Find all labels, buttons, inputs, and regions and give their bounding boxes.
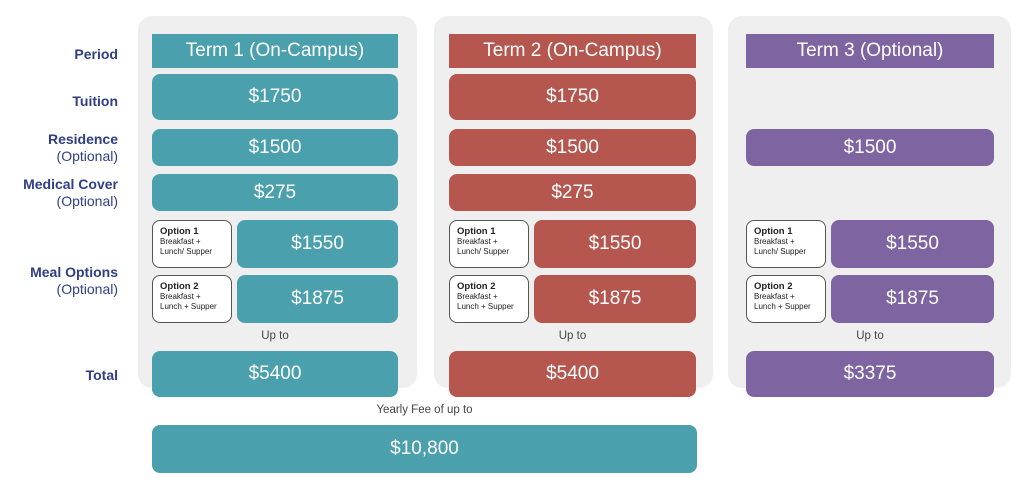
term2-option1-desc1: Breakfast + xyxy=(457,237,498,246)
term3-option1-price: $1550 xyxy=(831,220,994,268)
term1-option2-title: Option 2 xyxy=(160,281,199,292)
term3-residence-box: $1500 xyxy=(746,129,994,166)
term3-panel xyxy=(728,16,1011,388)
term3-period-header: Term 3 (Optional) xyxy=(746,34,994,68)
term2-option2-card: Option 2 Breakfast + Lunch + Supper xyxy=(449,275,529,323)
row-label-total: Total xyxy=(85,367,118,383)
term1-residence-box: $1500 xyxy=(152,129,398,166)
term2-up-to: Up to xyxy=(558,330,587,342)
term1-option2-card: Option 2 Breakfast + Lunch + Supper xyxy=(152,275,232,323)
row-label-medical-title: Medical Cover xyxy=(23,176,118,192)
term3-option1-desc2: Lunch/ Supper xyxy=(754,247,807,256)
term3-option2-desc1: Breakfast + xyxy=(754,292,795,301)
term2-period-header: Term 2 (On-Campus) xyxy=(449,34,696,68)
row-label-residence: Residence (Optional) xyxy=(48,131,118,165)
term1-tuition-box: $1750 xyxy=(152,74,398,120)
term1-option1-desc1: Breakfast + xyxy=(160,237,201,246)
row-label-residence-sub: (Optional) xyxy=(56,148,118,164)
row-label-meal-sub: (Optional) xyxy=(56,281,118,297)
term3-option2-title: Option 2 xyxy=(754,281,793,292)
term1-option1-card: Option 1 Breakfast + Lunch/ Supper xyxy=(152,220,232,268)
yearly-fee-box: $10,800 xyxy=(152,425,697,473)
row-label-meal-title: Meal Options xyxy=(30,264,118,280)
term3-option2-desc2: Lunch + Supper xyxy=(754,302,811,311)
term3-total-box: $3375 xyxy=(746,351,994,397)
term2-option1-price: $1550 xyxy=(534,220,696,268)
row-label-medical-sub: (Optional) xyxy=(56,193,118,209)
term2-tuition-box: $1750 xyxy=(449,74,696,120)
term3-option2-price: $1875 xyxy=(831,275,994,323)
term2-medical-box: $275 xyxy=(449,174,696,211)
term2-option2-title: Option 2 xyxy=(457,281,496,292)
term3-up-to: Up to xyxy=(856,330,884,342)
row-label-period: Period xyxy=(74,46,118,62)
term1-total-box: $5400 xyxy=(152,351,398,397)
term3-option2-card: Option 2 Breakfast + Lunch + Supper xyxy=(746,275,826,323)
term2-option2-desc2: Lunch + Supper xyxy=(457,302,514,311)
term2-option2-desc1: Breakfast + xyxy=(457,292,498,301)
term1-medical-box: $275 xyxy=(152,174,398,211)
row-label-medical: Medical Cover (Optional) xyxy=(23,176,118,210)
term3-option1-card: Option 1 Breakfast + Lunch/ Supper xyxy=(746,220,826,268)
term1-option1-desc2: Lunch/ Supper xyxy=(160,247,213,256)
term1-option1-price: $1550 xyxy=(237,220,398,268)
term2-option1-card: Option 1 Breakfast + Lunch/ Supper xyxy=(449,220,529,268)
term2-residence-box: $1500 xyxy=(449,129,696,166)
term1-option2-desc2: Lunch + Supper xyxy=(160,302,217,311)
term1-option2-desc1: Breakfast + xyxy=(160,292,201,301)
term1-option1-title: Option 1 xyxy=(160,226,199,237)
term3-option1-desc1: Breakfast + xyxy=(754,237,795,246)
row-label-residence-title: Residence xyxy=(47,131,118,147)
term1-period-header: Term 1 (On-Campus) xyxy=(152,34,398,68)
row-label-meal: Meal Options (Optional) xyxy=(30,264,118,298)
term1-option2-price: $1875 xyxy=(237,275,398,323)
term2-total-box: $5400 xyxy=(449,351,696,397)
row-label-tuition: Tuition xyxy=(72,93,118,109)
term2-option1-title: Option 1 xyxy=(457,226,496,237)
term1-up-to: Up to xyxy=(261,330,289,342)
term2-option1-desc2: Lunch/ Supper xyxy=(457,247,510,256)
term3-option1-title: Option 1 xyxy=(754,226,793,237)
term2-option2-price: $1875 xyxy=(534,275,696,323)
yearly-fee-label: Yearly Fee of up to xyxy=(376,404,473,416)
